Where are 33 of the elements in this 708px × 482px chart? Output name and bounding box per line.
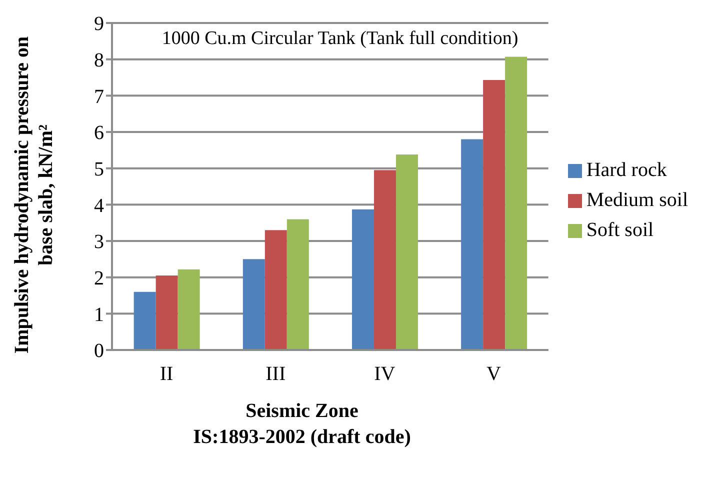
y-tick-label: 4 <box>94 194 104 217</box>
legend-label: Soft soil <box>586 219 654 241</box>
x-tick-label: II <box>160 363 174 386</box>
y-tick-label: 9 <box>94 13 104 36</box>
bar <box>178 269 200 350</box>
bar <box>134 292 156 350</box>
bar <box>396 154 418 350</box>
bar <box>264 230 287 350</box>
bar <box>374 170 396 350</box>
y-tick-label: 7 <box>94 86 104 108</box>
y-tick-label: 5 <box>94 158 104 180</box>
y-tick-label: 3 <box>94 231 104 254</box>
x-axis-title: Seismic Zone <box>244 399 360 424</box>
legend-label: Medium soil <box>586 189 688 211</box>
y-tick-label: 2 <box>94 267 104 290</box>
bar <box>352 209 374 350</box>
x-tick-label: IV <box>374 363 396 386</box>
bar <box>286 219 309 350</box>
y-tick-label: 8 <box>94 49 104 72</box>
bar <box>483 80 506 350</box>
bar <box>505 56 528 350</box>
y-axis-title: Impulsive hydrodynamic pressure on base slab, kN/m² <box>10 35 58 356</box>
y-tick-label: 6 <box>94 122 104 144</box>
x-tick-label: III <box>266 363 286 386</box>
bar <box>242 259 265 350</box>
x-tick-label: V <box>486 363 502 386</box>
bar <box>461 139 484 350</box>
chart-title: 1000 Cu.m Circular Tank (Tank full condition) <box>160 28 520 50</box>
legend-label: Hard rock <box>586 159 667 181</box>
y-tick-label: 1 <box>94 304 104 326</box>
y-tick-label: 0 <box>94 340 104 362</box>
text: IS:1893-2002 (draft code) <box>192 425 412 450</box>
bar <box>156 276 178 350</box>
